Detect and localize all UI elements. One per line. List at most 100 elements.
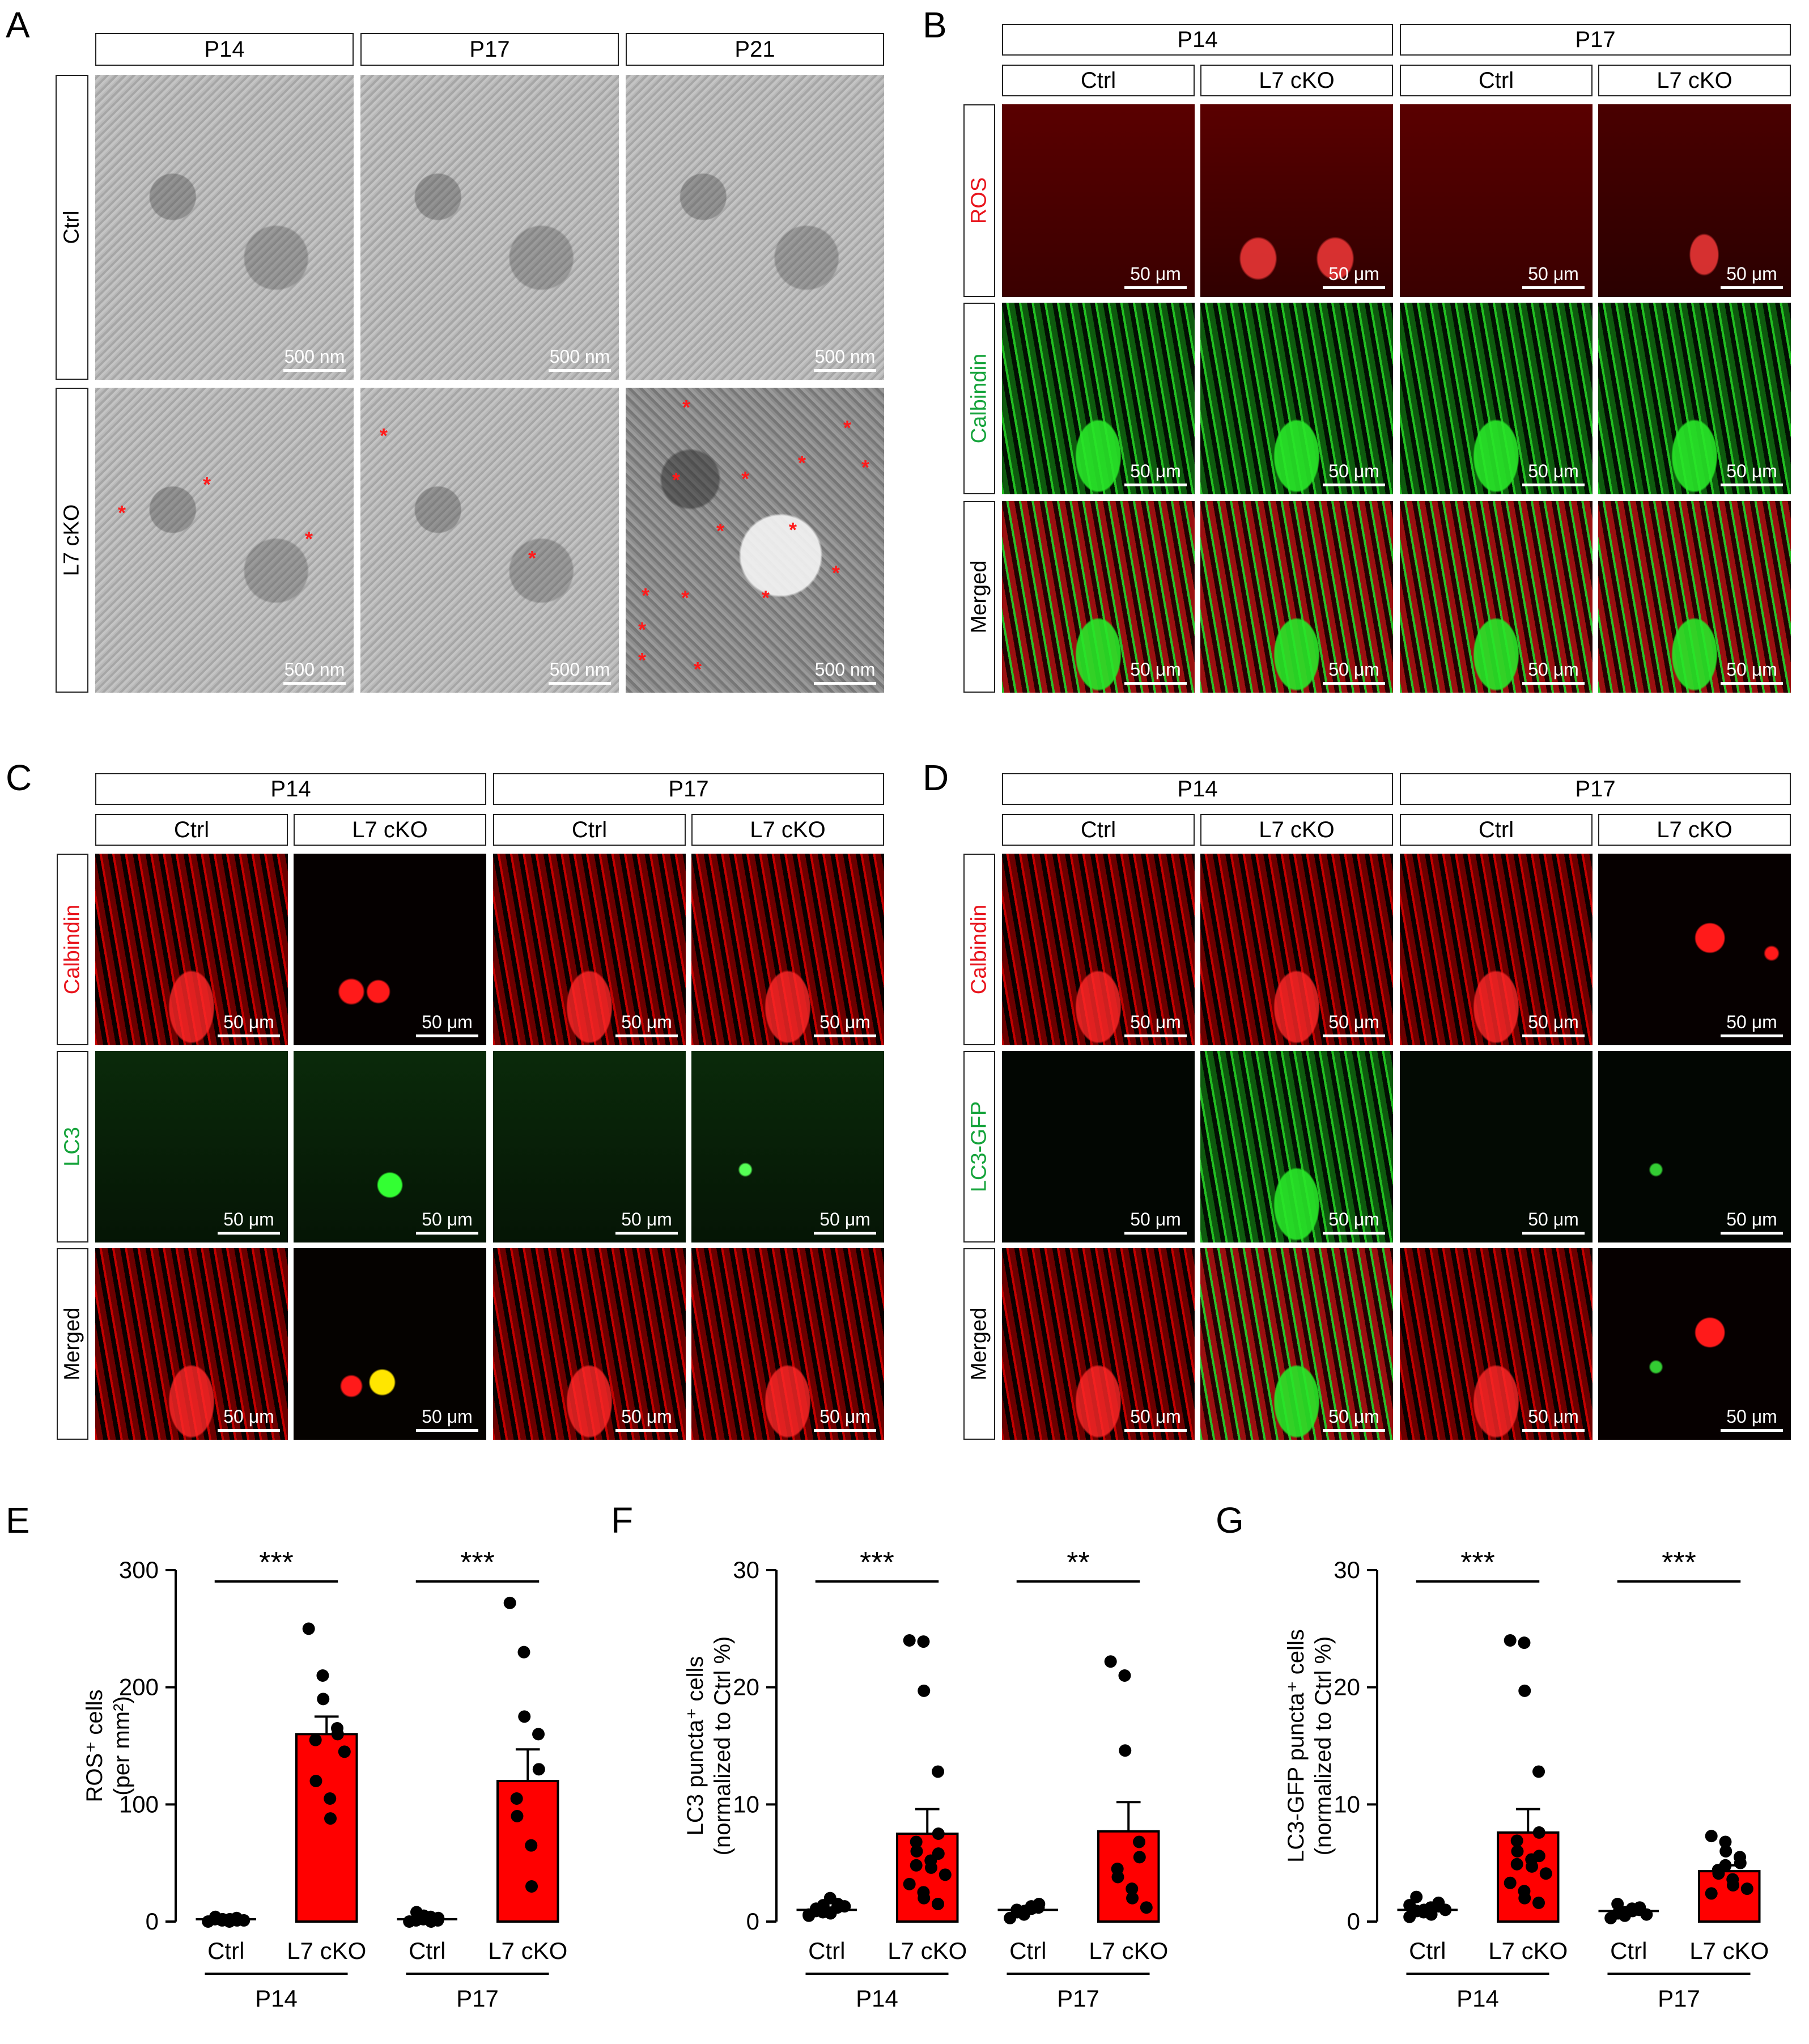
data-point: [1504, 1634, 1517, 1647]
scale-bar: 50 μm: [1522, 1210, 1585, 1235]
panel-b-row-header: Merged: [963, 501, 995, 693]
y-tick-label: 20: [733, 1674, 759, 1700]
panel-label-d: D: [923, 757, 949, 798]
vacuole-marker: *: [380, 424, 388, 447]
lc3-image: 50 μm: [294, 1051, 486, 1242]
scale-bar: 50 μm: [1323, 265, 1385, 289]
row-label-merged: Merged: [967, 560, 991, 634]
chart-g: 0 10 20 30 LC3-GFP puncta⁺ cells (normalized …: [1284, 1546, 1769, 2012]
scale-bar: 50 μm: [615, 1013, 678, 1037]
data-point: [1626, 1905, 1639, 1918]
scale-bar: 50 μm: [1323, 1013, 1385, 1037]
scale-bar: 50 μm: [1323, 1210, 1385, 1235]
data-point: [1712, 1867, 1725, 1880]
scale-bar: 50 μm: [1522, 1407, 1585, 1432]
significance-label: ***: [860, 1546, 894, 1579]
y-tick-label: 30: [733, 1557, 759, 1583]
panel-c-row-header: LC3: [57, 1051, 88, 1242]
panel-a-row-header: Ctrl: [56, 75, 88, 380]
y-axis-label-line: LC3-GFP puncta⁺ cells: [1284, 1629, 1309, 1863]
row-label-merged: Merged: [967, 1307, 991, 1381]
data-point: [1611, 1898, 1624, 1910]
x-tick-label: L7 cKO: [1488, 1937, 1568, 1964]
chart-e: 0 100 200 300 ROS⁺ cells (per mm²) *** *** Ctrl L…: [82, 1546, 567, 2012]
row-label: Ctrl: [60, 210, 84, 244]
y-axis-label-line: (normalized to Ctrl %): [1311, 1636, 1336, 1856]
vacuole-marker: *: [832, 561, 840, 584]
data-point: [1118, 1669, 1131, 1682]
data-point: [424, 1915, 438, 1928]
data-point: [1133, 1851, 1146, 1864]
calbindin-image: 50 μm: [1598, 303, 1791, 494]
vacuole-marker: *: [843, 416, 852, 439]
ros-image: 50 μm: [1200, 104, 1393, 297]
row-label-calbindin: Calbindin: [967, 353, 991, 444]
panel-d-row-header: Merged: [963, 1248, 995, 1440]
data-point: [903, 1634, 916, 1647]
y-axis-label-line: ROS⁺ cells: [82, 1690, 107, 1803]
data-point: [532, 1728, 545, 1741]
bar: [496, 1780, 559, 1923]
row-label-calbindin: Calbindin: [967, 904, 991, 995]
data-point: [517, 1646, 530, 1659]
vacuole-marker: *: [672, 468, 681, 491]
merged-image: 50 μm: [1598, 501, 1791, 693]
x-tick-label: L7 cKO: [1089, 1937, 1168, 1964]
panel-d-col-header: Ctrl: [1400, 814, 1593, 846]
vacuole-marker: *: [694, 658, 702, 681]
data-point: [939, 1868, 952, 1881]
data-point: [317, 1693, 330, 1706]
panel-label-b: B: [923, 5, 947, 45]
scale-bar: 50 μm: [615, 1407, 678, 1432]
data-point: [518, 1710, 531, 1723]
ros-image: 50 μm: [1598, 104, 1791, 297]
panel-c-row-header: Calbindin: [57, 854, 88, 1045]
data-point: [1532, 1826, 1545, 1839]
vacuole-marker: *: [638, 618, 647, 641]
x-tick-label: Ctrl: [207, 1937, 244, 1964]
scale-bar: 50 μm: [814, 1407, 876, 1432]
data-point: [1640, 1908, 1653, 1921]
em-image-ctrl-p17: 500 nm: [360, 75, 619, 380]
panel-b-row-header: Calbindin: [963, 303, 995, 494]
y-tick-label: 10: [733, 1791, 759, 1817]
panel-a-col-header: P21: [626, 33, 884, 66]
panel-b-group-header: P14: [1002, 24, 1393, 56]
x-tick-label: Ctrl: [1409, 1937, 1446, 1964]
scale-bar: 50 μm: [1124, 1013, 1187, 1037]
data-point: [932, 1765, 945, 1778]
vacuole-marker: *: [861, 456, 870, 479]
data-point: [1532, 1850, 1545, 1863]
scale-bar: 50 μm: [814, 1013, 876, 1037]
lc3-image: 50 μm: [95, 1051, 288, 1242]
scale-bar: 50 μm: [1522, 660, 1585, 685]
vacuole-marker: *: [789, 518, 797, 541]
data-point: [1518, 1636, 1531, 1649]
data-point: [237, 1914, 250, 1927]
data-point: [903, 1877, 916, 1890]
data-point: [1734, 1856, 1747, 1869]
data-point: [309, 1775, 322, 1787]
data-point: [838, 1900, 851, 1913]
data-point: [1511, 1845, 1524, 1858]
data-point: [1532, 1765, 1545, 1778]
data-point: [918, 1892, 931, 1905]
data-point: [1518, 1892, 1531, 1905]
em-image-cko-p14: * * * 500 nm: [95, 388, 354, 693]
panel-a-row-header: L7 cKO: [56, 388, 88, 693]
scale-bar: 50 μm: [1124, 660, 1187, 685]
data-point: [1727, 1878, 1740, 1892]
lc3-gfp-image: 50 μm: [1400, 1051, 1593, 1242]
data-point: [1111, 1871, 1124, 1884]
scale-bar: 50 μm: [218, 1407, 280, 1432]
vacuole-marker: *: [203, 473, 211, 496]
data-point: [932, 1827, 945, 1840]
scale-bar: 50 μm: [1323, 660, 1385, 685]
panel-c-col-header: Ctrl: [493, 814, 686, 846]
data-point: [1119, 1744, 1132, 1757]
scale-bar: 50 μm: [1721, 660, 1783, 685]
em-image-ctrl-p14: 500 nm: [95, 75, 354, 380]
merged-image: 50 μm: [1400, 501, 1593, 693]
data-point: [1740, 1882, 1753, 1895]
y-tick-label: 100: [119, 1791, 159, 1817]
